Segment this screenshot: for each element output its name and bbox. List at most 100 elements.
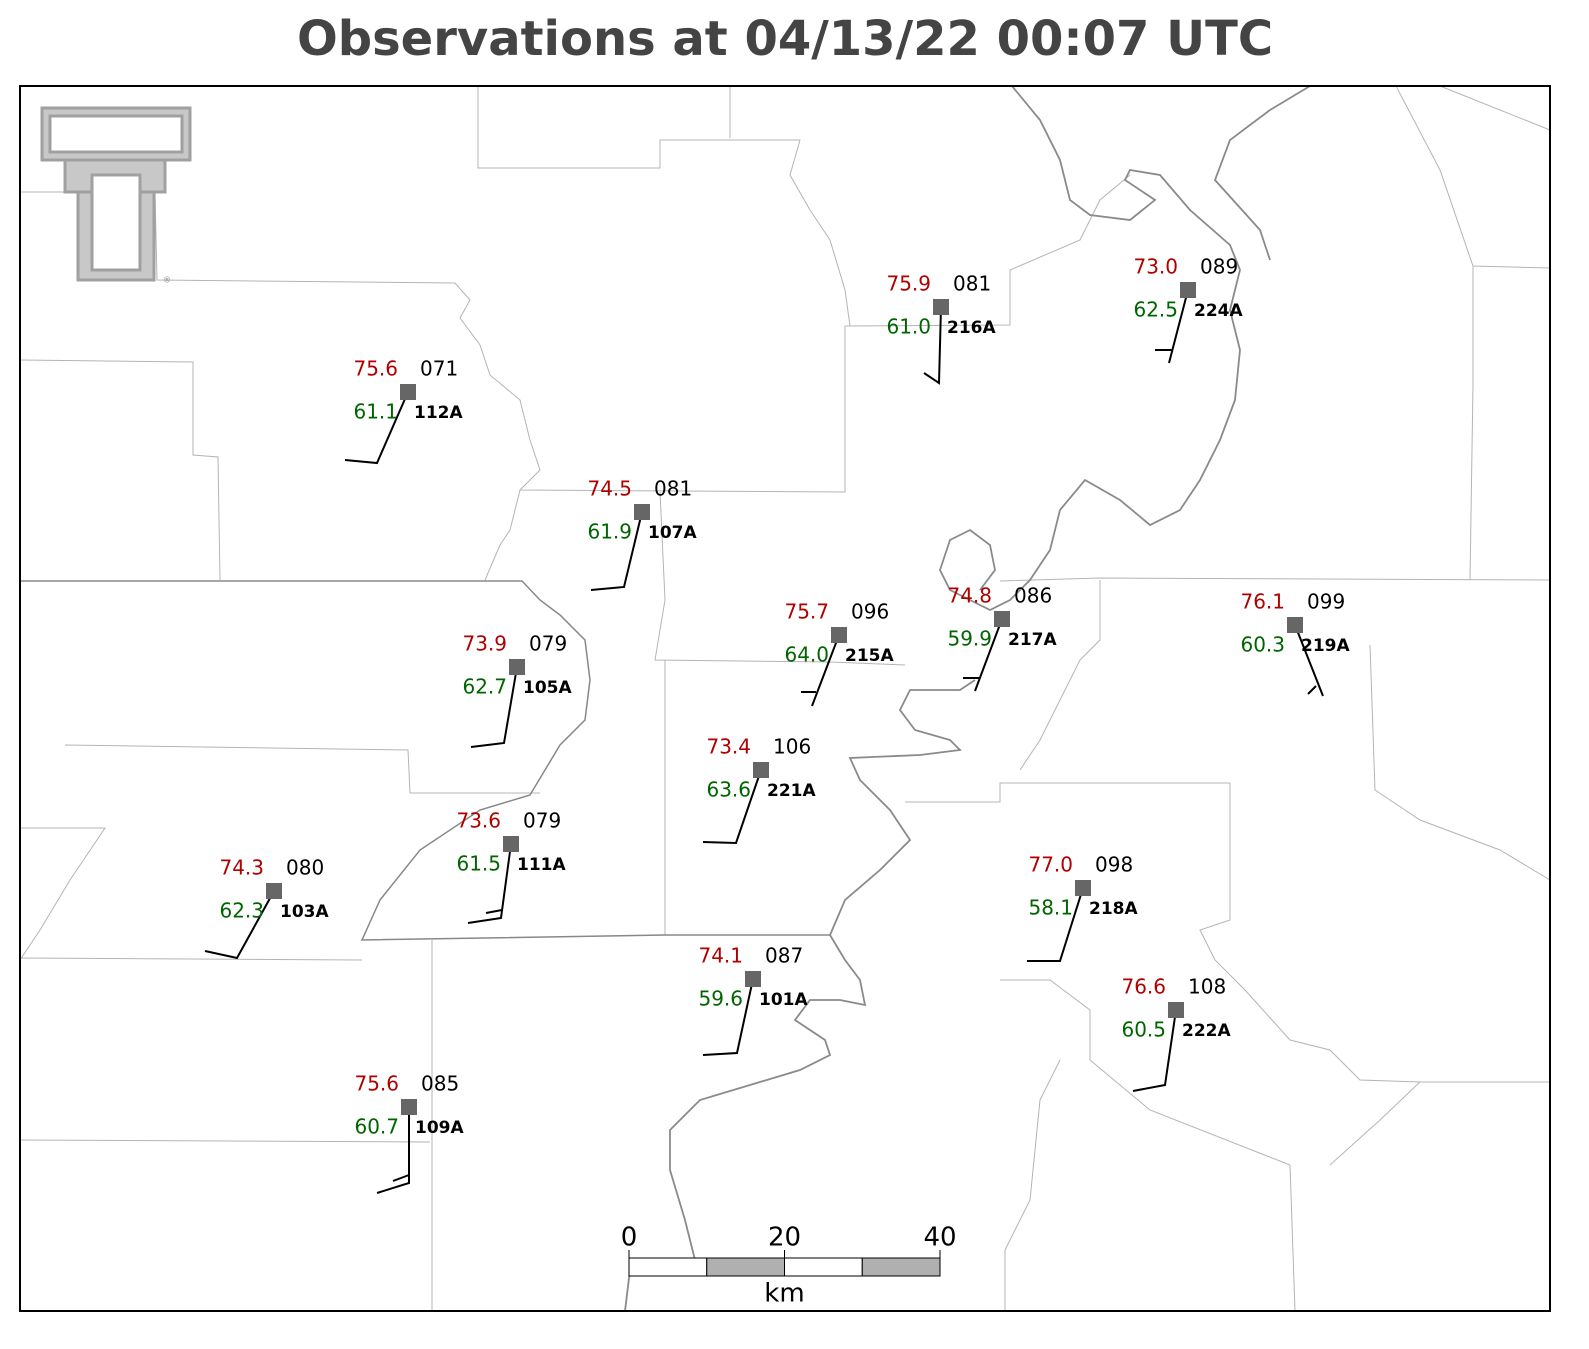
station-id: 105A — [523, 678, 572, 698]
wind-barb — [1294, 624, 1324, 697]
svg-text:®: ® — [163, 276, 171, 285]
wind-barb — [1155, 289, 1189, 364]
pressure: 106 — [773, 735, 811, 759]
station-marker — [266, 883, 282, 899]
temperature: 73.6 — [456, 809, 501, 833]
station-marker — [994, 611, 1010, 627]
temperature: 73.0 — [1133, 255, 1178, 279]
wind-barb — [392, 1174, 410, 1182]
station-marker — [933, 299, 949, 315]
scale-segment — [706, 1257, 785, 1277]
wind-barb — [204, 890, 275, 960]
wind-barb — [702, 769, 762, 845]
temperature: 75.9 — [886, 272, 931, 296]
station-marker — [745, 971, 761, 987]
wind-barb — [590, 511, 643, 591]
station-marker — [1180, 282, 1196, 298]
wind-barb — [702, 978, 754, 1056]
wind-barb — [344, 391, 409, 465]
dewpoint: 61.1 — [353, 400, 398, 424]
station-id: 224A — [1194, 301, 1243, 321]
pressure: 081 — [953, 272, 991, 296]
station-id: 217A — [1008, 630, 1057, 650]
pressure: 096 — [851, 600, 889, 624]
pressure: 087 — [765, 944, 803, 968]
wind-barb — [470, 666, 518, 748]
wind-barb — [963, 618, 1003, 692]
station-marker — [1168, 1002, 1184, 1018]
dewpoint: 60.7 — [354, 1115, 399, 1139]
dewpoint: 62.7 — [462, 675, 507, 699]
stations: 75.6 071 61.1 112A 74.5 081 61.9 107A 75.9 081 61.… — [204, 255, 1350, 1194]
pressure: 099 — [1307, 590, 1345, 614]
dewpoint: 59.9 — [947, 627, 992, 651]
station-marker — [509, 659, 525, 675]
station-id: 222A — [1182, 1021, 1231, 1041]
pressure: 071 — [420, 357, 458, 381]
pressure: 089 — [1200, 255, 1238, 279]
wind-barb — [485, 909, 503, 914]
dewpoint: 62.3 — [219, 899, 264, 923]
temperature: 74.3 — [219, 856, 264, 880]
dewpoint: 59.6 — [698, 987, 743, 1011]
logo: ® — [40, 106, 192, 285]
pressure: 079 — [523, 809, 561, 833]
scale-tick-label: 0 — [621, 1223, 638, 1253]
station-marker — [753, 762, 769, 778]
station-marker — [634, 504, 650, 520]
wind-barb — [376, 1107, 410, 1194]
station-id: 215A — [845, 646, 894, 666]
pressure: 098 — [1095, 853, 1133, 877]
temperature: 74.8 — [947, 584, 992, 608]
pressure: 086 — [1014, 584, 1052, 608]
dewpoint: 60.5 — [1121, 1018, 1166, 1042]
station-marker — [503, 836, 519, 852]
wind-barb — [467, 843, 512, 924]
dewpoint: 61.9 — [587, 520, 632, 544]
scale-segment — [784, 1257, 863, 1277]
dewpoint: 61.0 — [886, 315, 931, 339]
scale-segment — [628, 1257, 708, 1277]
dewpoint: 62.5 — [1133, 298, 1178, 322]
temperature: 76.6 — [1121, 975, 1166, 999]
pressure: 081 — [654, 477, 692, 501]
wind-barb — [1027, 887, 1084, 962]
pressure: 079 — [529, 632, 567, 656]
temperature: 75.6 — [354, 1072, 399, 1096]
title: Observations at 04/13/22 00:07 UTC — [297, 11, 1273, 67]
dewpoint: 64.0 — [784, 643, 829, 667]
pressure: 080 — [286, 856, 324, 880]
station-id: 111A — [517, 855, 566, 875]
dewpoint: 61.5 — [456, 852, 501, 876]
wind-barb — [923, 306, 942, 385]
dewpoint: 58.1 — [1028, 896, 1073, 920]
dewpoint: 60.3 — [1240, 633, 1285, 657]
scale-segment — [861, 1257, 941, 1277]
scale-unit: km — [764, 1279, 804, 1309]
station-id: 216A — [947, 318, 996, 338]
temperature: 77.0 — [1028, 853, 1073, 877]
station-marker — [1075, 880, 1091, 896]
station-id: 219A — [1301, 636, 1350, 656]
pressure: 108 — [1188, 975, 1226, 999]
temperature: 74.1 — [698, 944, 743, 968]
station-id: 107A — [648, 523, 697, 543]
station-id: 112A — [414, 403, 463, 423]
temperature: 75.7 — [784, 600, 829, 624]
temperature: 73.9 — [462, 632, 507, 656]
station-marker — [831, 627, 847, 643]
temperature: 73.4 — [706, 735, 751, 759]
station-marker — [400, 384, 416, 400]
pressure: 085 — [421, 1072, 459, 1096]
station-marker — [1287, 617, 1303, 633]
basemap — [19, 85, 1551, 1312]
temperature: 76.1 — [1240, 590, 1285, 614]
temperature: 74.5 — [587, 477, 632, 501]
station-id: 218A — [1089, 899, 1138, 919]
station-id: 109A — [415, 1118, 464, 1138]
station-id: 103A — [280, 902, 329, 922]
wind-barb — [1132, 1009, 1177, 1092]
wind-barb — [801, 634, 840, 707]
temperature: 75.6 — [353, 357, 398, 381]
